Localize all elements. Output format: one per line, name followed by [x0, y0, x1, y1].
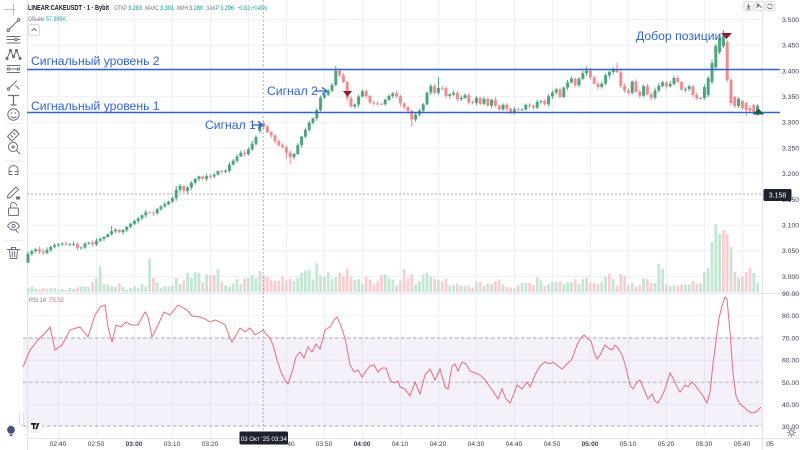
svg-text:3.350: 3.350	[782, 94, 799, 101]
svg-text:LINEAR:CAKEUSDT · 1 · Bybit: LINEAR:CAKEUSDT · 1 · Bybit	[28, 5, 110, 12]
svg-text:3.296: 3.296	[220, 5, 235, 12]
svg-text:70.00: 70.00	[782, 335, 799, 342]
svg-text:3.000: 3.000	[782, 274, 799, 281]
svg-text:02:40: 02:40	[50, 441, 67, 448]
svg-text:05:40: 05:40	[734, 441, 751, 448]
svg-text:3.100: 3.100	[782, 223, 799, 230]
svg-text:04:50: 04:50	[544, 441, 561, 448]
svg-text:30.00: 30.00	[782, 424, 799, 431]
svg-text:МИН: МИН	[177, 5, 188, 12]
svg-text:ЗАКР: ЗАКР	[206, 5, 219, 12]
svg-text:50.00: 50.00	[782, 380, 799, 387]
svg-text:Сигнал 1: Сигнал 1	[205, 118, 256, 132]
svg-text:04:20: 04:20	[430, 441, 447, 448]
svg-text:04:40: 04:40	[506, 441, 523, 448]
svg-text:60.00: 60.00	[782, 358, 799, 365]
svg-text:40: 40	[287, 441, 295, 448]
svg-text:75.52: 75.52	[49, 297, 64, 304]
svg-text:Добор позиции: Добор позиции	[636, 29, 721, 43]
svg-text:Сигнальный уровень 2: Сигнальный уровень 2	[31, 54, 160, 68]
svg-text:3.200: 3.200	[782, 171, 799, 178]
svg-text:03:20: 03:20	[202, 441, 219, 448]
svg-text:03:50: 03:50	[316, 441, 333, 448]
svg-text:3.300: 3.300	[782, 120, 799, 127]
svg-text:05: 05	[766, 441, 774, 448]
svg-text:ОТКР: ОТКР	[114, 5, 127, 12]
svg-text:04:00: 04:00	[354, 441, 371, 448]
svg-text:05:00: 05:00	[582, 441, 599, 448]
svg-text:57.995K: 57.995K	[46, 16, 67, 23]
svg-text:04:10: 04:10	[392, 441, 409, 448]
svg-text:03:00: 03:00	[126, 441, 143, 448]
svg-text:04:30: 04:30	[468, 441, 485, 448]
svg-text:05:20: 05:20	[658, 441, 675, 448]
svg-text:03 Окт ’25 03:34: 03 Окт ’25 03:34	[241, 436, 288, 443]
svg-text:3.400: 3.400	[782, 68, 799, 75]
svg-text:3.450: 3.450	[782, 43, 799, 50]
svg-text:3.500: 3.500	[782, 17, 799, 24]
svg-text:02:50: 02:50	[88, 441, 105, 448]
svg-text:RSI 14: RSI 14	[29, 297, 46, 304]
svg-text:05:10: 05:10	[620, 441, 637, 448]
svg-text:+0.013 (+0.40%): +0.013 (+0.40%)	[238, 5, 267, 12]
svg-text:Сигнал 2: Сигнал 2	[267, 84, 318, 98]
svg-text:Сигнальный уровень 1: Сигнальный уровень 1	[31, 99, 160, 113]
svg-text:Объём: Объём	[28, 15, 44, 23]
svg-text:03:10: 03:10	[164, 441, 181, 448]
svg-text:90.00: 90.00	[782, 291, 799, 298]
svg-text:40.00: 40.00	[782, 402, 799, 409]
svg-text:3.158: 3.158	[769, 193, 787, 200]
svg-text:3.301: 3.301	[160, 5, 175, 12]
svg-text:80.00: 80.00	[782, 313, 799, 320]
svg-text:3.050: 3.050	[782, 248, 799, 255]
svg-text:МАКС: МАКС	[145, 5, 159, 12]
svg-text:3.283: 3.283	[128, 5, 143, 12]
svg-text:3.250: 3.250	[782, 145, 799, 152]
svg-text:3.280: 3.280	[189, 5, 204, 12]
svg-text:05:30: 05:30	[696, 441, 713, 448]
